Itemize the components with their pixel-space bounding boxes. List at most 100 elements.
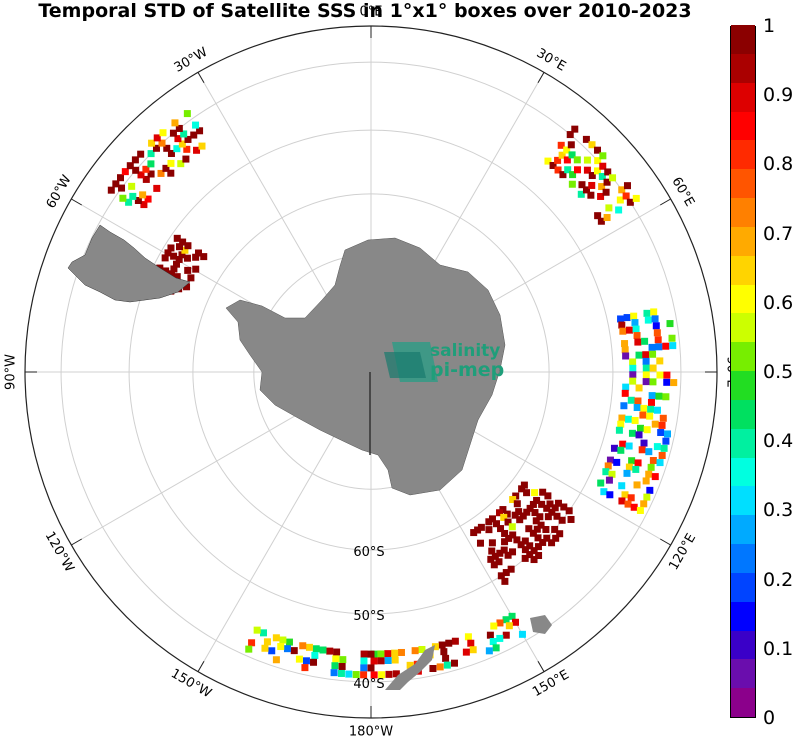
data-cell — [609, 174, 617, 182]
data-cell — [339, 656, 347, 664]
data-cell — [606, 456, 614, 464]
colorbar-tick-label: 0.7 — [763, 222, 793, 245]
data-cell — [573, 166, 581, 174]
data-cell — [497, 525, 505, 533]
data-cell — [385, 670, 393, 678]
data-cell — [618, 414, 626, 422]
data-cell — [107, 186, 115, 194]
data-cell — [533, 496, 541, 504]
data-cell — [649, 364, 657, 372]
data-cell — [594, 167, 602, 175]
data-cell — [622, 192, 630, 200]
data-cell — [305, 643, 313, 651]
data-cell — [332, 655, 340, 663]
data-cell — [181, 246, 189, 254]
data-cell — [642, 477, 650, 485]
data-cell — [173, 273, 181, 281]
data-cell — [652, 322, 660, 330]
data-cell — [263, 638, 271, 646]
data-cell — [491, 552, 499, 560]
data-cell — [571, 125, 579, 133]
data-cell — [651, 315, 659, 323]
data-cell — [178, 140, 186, 148]
data-cell — [636, 506, 644, 514]
data-cell — [605, 476, 613, 484]
data-cell — [641, 337, 649, 345]
data-cell — [628, 457, 636, 465]
longitude-label: 120°E — [666, 531, 699, 573]
data-cell — [485, 518, 493, 526]
data-cell — [633, 404, 641, 412]
data-cell — [544, 513, 552, 521]
data-cell — [568, 151, 576, 159]
data-cell — [647, 463, 655, 471]
data-cell — [180, 130, 188, 138]
data-cell — [621, 491, 629, 499]
data-cell — [502, 616, 510, 624]
data-cell — [650, 308, 658, 316]
data-cell — [326, 647, 334, 655]
data-cell — [167, 244, 175, 252]
data-cell — [628, 429, 636, 437]
data-cell — [474, 526, 482, 534]
data-cell — [613, 458, 621, 466]
data-cell — [337, 669, 345, 677]
data-cell — [450, 659, 458, 667]
data-cell — [639, 411, 647, 419]
data-cell — [406, 661, 414, 669]
data-cell — [556, 530, 564, 538]
data-cell — [534, 534, 542, 542]
data-cell — [583, 156, 591, 164]
data-cell — [599, 162, 607, 170]
data-cell — [582, 135, 590, 143]
data-cell — [147, 170, 155, 178]
data-cell — [331, 662, 339, 670]
data-cell — [616, 196, 624, 204]
data-cell — [183, 283, 191, 291]
data-cell — [126, 162, 134, 170]
longitude-label: 150°E — [530, 667, 572, 700]
data-cell — [551, 504, 559, 512]
data-cell — [625, 442, 633, 450]
data-cell — [656, 357, 664, 365]
data-cell — [554, 499, 562, 507]
data-cell — [569, 171, 577, 179]
latitude-label: 40°S — [353, 677, 384, 692]
data-cell — [167, 159, 175, 167]
data-cell — [649, 350, 657, 358]
data-cell — [656, 459, 664, 467]
data-cell — [619, 327, 627, 335]
data-cell — [525, 525, 533, 533]
data-cell — [301, 664, 309, 672]
data-cell — [654, 336, 662, 344]
data-cell — [487, 555, 495, 563]
data-cell — [147, 160, 155, 168]
data-cell — [618, 186, 626, 194]
data-cell — [163, 144, 171, 152]
data-cell — [664, 430, 672, 438]
data-cell — [170, 252, 178, 260]
colorbar-segment — [731, 630, 755, 660]
frame-tick — [197, 661, 205, 672]
data-cell — [627, 494, 635, 502]
data-cell — [268, 647, 276, 655]
data-cell — [566, 131, 574, 139]
data-cell — [173, 145, 181, 153]
data-cell — [554, 156, 562, 164]
data-cell — [573, 156, 581, 164]
colorbar-segment — [731, 82, 755, 112]
data-cell — [660, 444, 668, 452]
data-cell — [391, 649, 399, 657]
data-cell — [560, 503, 568, 511]
meridian-line — [197, 422, 343, 672]
data-cell — [559, 171, 567, 179]
data-cell — [496, 634, 504, 642]
data-cell — [187, 274, 195, 282]
data-cell — [606, 491, 614, 499]
colorbar-segment — [731, 457, 755, 487]
data-cell — [629, 358, 637, 366]
data-cell — [511, 511, 519, 519]
data-cell — [174, 135, 182, 143]
data-cell — [662, 342, 670, 350]
data-cell — [509, 531, 517, 539]
